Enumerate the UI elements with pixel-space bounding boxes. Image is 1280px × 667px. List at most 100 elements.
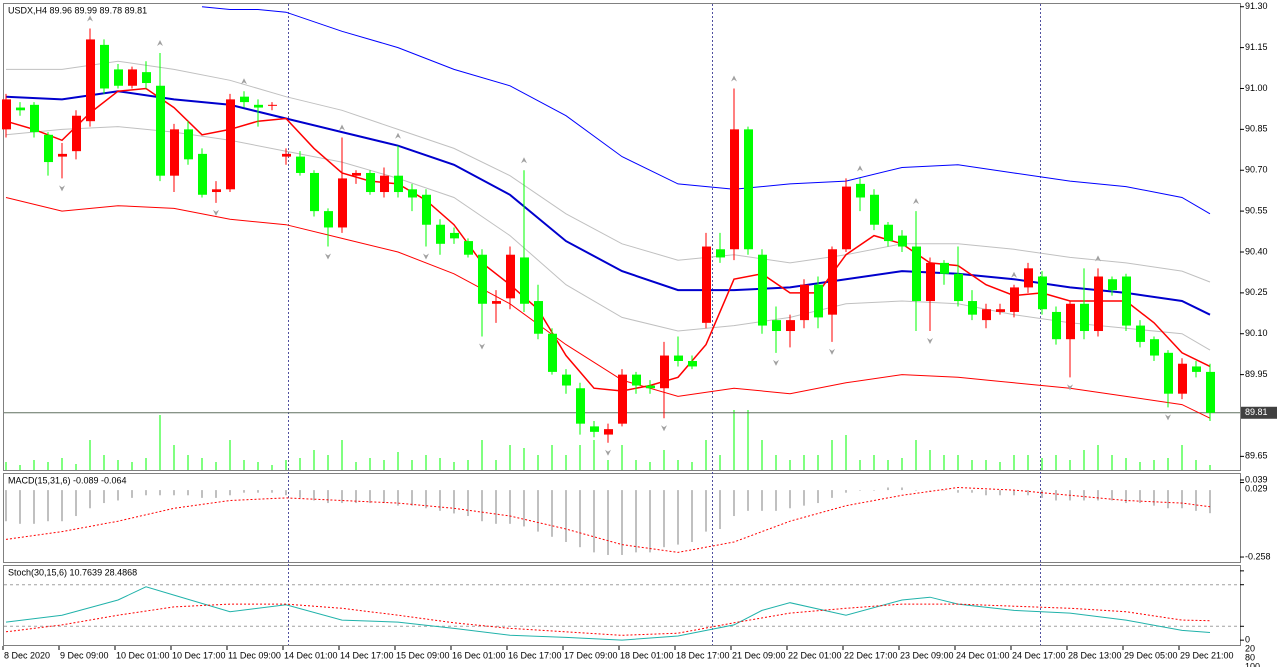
macd-bar [1139, 490, 1141, 504]
candle-body [1052, 311, 1061, 340]
macd-pane [3, 473, 1241, 563]
candle-body [422, 194, 431, 225]
macd-bar [131, 490, 133, 498]
candle-body [1136, 325, 1145, 342]
candle-body [954, 273, 963, 302]
candle-body [1038, 276, 1047, 310]
candle-body [44, 134, 53, 163]
stoch-title: Stoch(30,15,6) 10.7639 28.4868 [8, 567, 137, 577]
macd-bar [537, 490, 539, 532]
candle-body [1192, 366, 1201, 372]
y-tick-label: 100 [1245, 662, 1260, 667]
candle-body [268, 104, 277, 106]
candle-body [814, 284, 823, 318]
fractal-up [857, 165, 863, 172]
x-tick-label: 17 Dec 09:00 [564, 650, 618, 660]
x-tick-label: 24 Dec 17:00 [1012, 650, 1066, 660]
candle-body [590, 426, 599, 432]
candle-body [58, 153, 67, 157]
macd-bar [1195, 490, 1197, 511]
indicator-line [6, 60, 1211, 283]
macd-bar [425, 490, 427, 509]
y-tick-label: 91.15 [1245, 42, 1268, 52]
macd-bar [341, 490, 343, 504]
macd-bar [159, 490, 161, 496]
x-tick-label: 15 Dec 09:00 [396, 650, 450, 660]
fractal-down [605, 449, 611, 456]
macd-bar [957, 490, 959, 493]
stoch-pane [3, 565, 1241, 646]
macd-bar [439, 490, 441, 511]
macd-bar [761, 490, 763, 511]
candle-body [366, 172, 375, 193]
macd-bar [271, 490, 273, 493]
candle-body [198, 153, 207, 195]
candle-body [492, 301, 501, 304]
macd-bar [873, 490, 875, 491]
macd-bar [775, 490, 777, 511]
x-tick-label: 14 Dec 17:00 [340, 650, 394, 660]
macd-bar [313, 490, 315, 501]
x-tick-label: 29 Dec 21:00 [1180, 650, 1234, 660]
fractal-up [339, 124, 345, 131]
candle-body [240, 96, 249, 103]
fractal-up [1011, 271, 1017, 278]
macd-bar [593, 490, 595, 553]
macd-bar [943, 490, 945, 491]
candle-body [646, 385, 655, 389]
macd-bar [971, 490, 973, 493]
macd-bar [803, 490, 805, 506]
macd-bar [999, 490, 1001, 496]
main-pane [3, 3, 1241, 471]
macd-bar [327, 490, 329, 504]
candle-body [1010, 287, 1019, 312]
fractal-down [325, 253, 331, 260]
candle-body [842, 186, 851, 250]
macd-bar [887, 487, 889, 491]
candle-body [856, 183, 865, 198]
fractal-down [423, 253, 429, 260]
indicator-line [5, 87, 1211, 392]
candle-body [142, 72, 151, 84]
macd-bar [677, 490, 679, 545]
candle-body [1024, 268, 1033, 288]
y-tick-label: 90.70 [1245, 165, 1268, 175]
candle-body [660, 355, 669, 389]
candle-body [478, 254, 487, 304]
candle-body [996, 309, 1005, 312]
y-tick-label: 0.039 [1245, 474, 1268, 484]
macd-bar [5, 490, 7, 522]
indicator-line [5, 486, 1211, 553]
candle-body [2, 99, 11, 130]
candle-body [282, 153, 291, 157]
candle-body [380, 175, 389, 193]
period-separators [288, 4, 1041, 645]
macd-bar [411, 490, 413, 506]
macd-bar [187, 490, 189, 496]
candle-body [1094, 276, 1103, 332]
fractal-up [913, 198, 919, 205]
macd-bar [747, 490, 749, 511]
y-tick-label: 90.25 [1245, 287, 1268, 297]
macd-bar [733, 490, 735, 517]
macd-bar [201, 490, 203, 498]
x-tick-label: 16 Dec 17:00 [508, 650, 562, 660]
y-tick-label: 80 [1245, 653, 1255, 663]
fractal-up [521, 157, 527, 164]
x-tick-label: 22 Dec 01:00 [788, 650, 842, 660]
macd-bar [649, 490, 651, 553]
fractal-down [1165, 414, 1171, 421]
candle-body [520, 257, 529, 304]
candle-body [16, 107, 25, 111]
candle-body [128, 69, 137, 86]
candle-body [940, 262, 949, 274]
candle-body [170, 129, 179, 176]
candle-body [436, 224, 445, 244]
macd-bar [523, 490, 525, 527]
macd-bar [789, 490, 791, 509]
candle-body [338, 178, 347, 228]
candle-body [1150, 339, 1159, 356]
macd-bar [565, 490, 567, 542]
indicator-line [5, 603, 1211, 636]
